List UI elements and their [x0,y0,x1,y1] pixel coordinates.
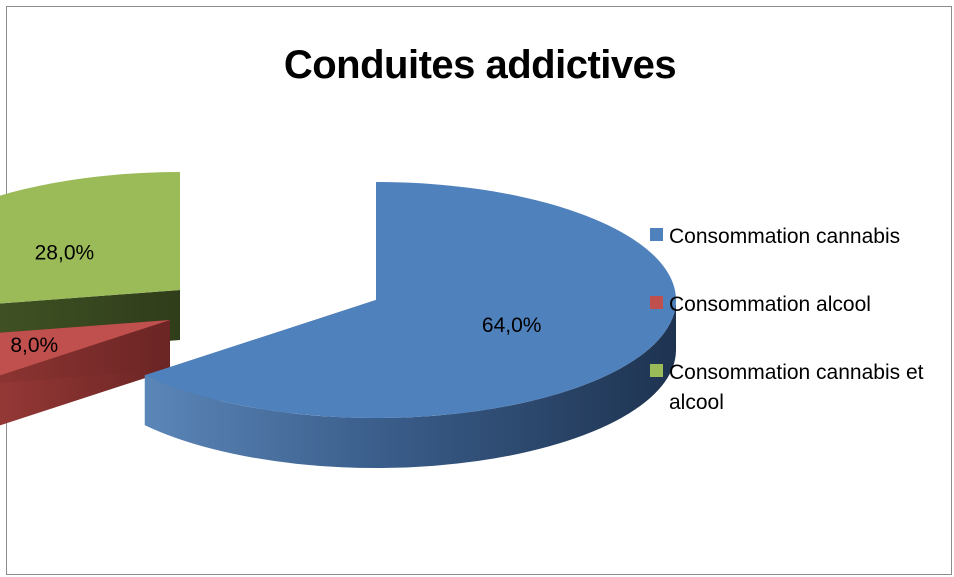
data-label-0: 64,0% [482,314,542,337]
data-label-2: 28,0% [35,241,95,264]
data-label-1: 8,0% [10,334,58,357]
legend-label-alcool: Consommation alcool [669,290,871,320]
legend-label-cannabis: Consommation cannabis [669,222,900,252]
legend-item-alcool: Consommation alcool [650,290,940,320]
legend-swatch-cannabis [650,228,663,241]
pie-slice-0 [145,182,676,468]
legend-label-cannabis-alcool: Consommation cannabis et alcool [669,358,939,418]
legend-item-cannabis: Consommation cannabis [650,222,940,252]
legend-item-cannabis-alcool: Consommation cannabis et alcool [650,358,940,418]
legend: Consommation cannabis Consommation alcoo… [650,222,940,456]
legend-swatch-cannabis-alcool [650,364,663,377]
legend-swatch-alcool [650,296,663,309]
